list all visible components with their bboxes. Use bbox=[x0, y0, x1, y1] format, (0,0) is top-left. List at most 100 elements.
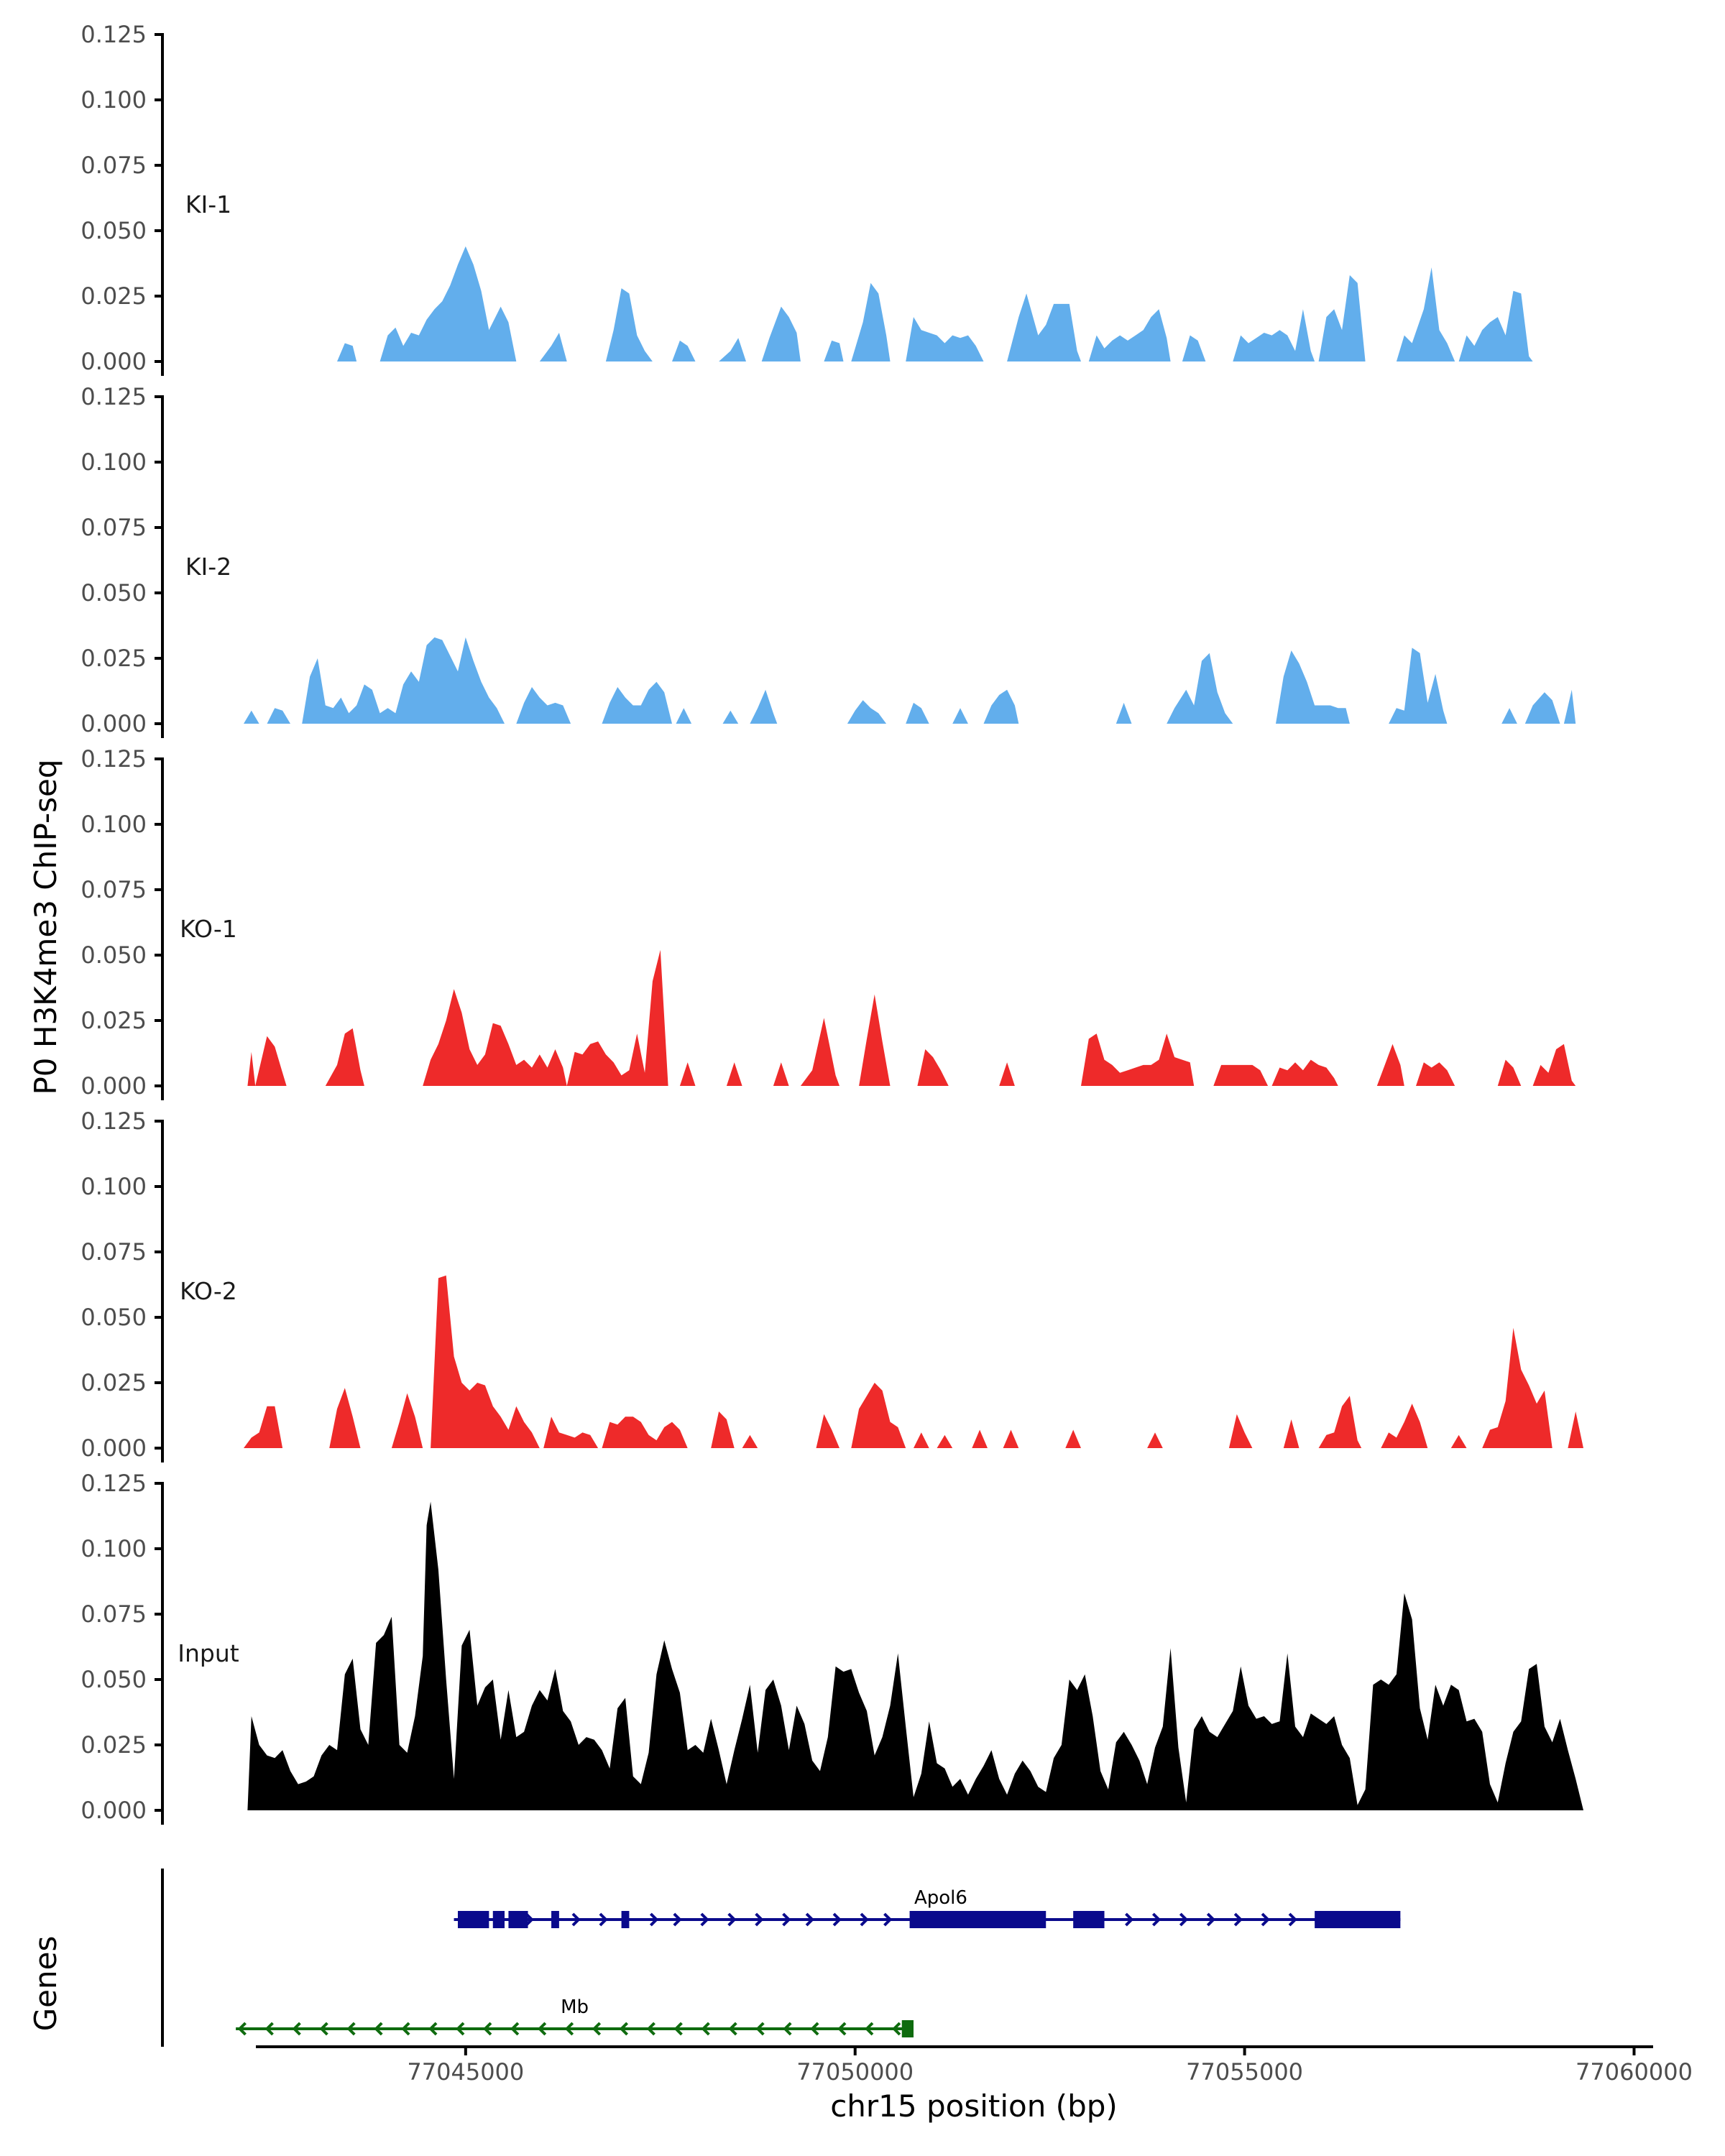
y-tick-label: 0.075 bbox=[80, 1600, 147, 1628]
strand-arrow bbox=[237, 2022, 247, 2036]
strand-arrow bbox=[860, 1912, 869, 1927]
exon bbox=[457, 1911, 489, 1928]
strand-arrow bbox=[700, 1912, 709, 1927]
strand-arrow bbox=[401, 2022, 410, 2036]
track-ko-1: 0.125 0.100 0.075 0.050 0.025 0.000 KO-1 bbox=[80, 745, 1576, 1100]
gene-mb: Mb bbox=[236, 1996, 914, 2037]
genes-axis-title: Genes bbox=[28, 1936, 63, 2032]
strand-arrow bbox=[510, 2022, 520, 2036]
y-tick-label: 0.050 bbox=[80, 941, 147, 969]
strand-arrow bbox=[832, 1912, 842, 1927]
strand-arrow bbox=[646, 2022, 656, 2036]
strand-arrow bbox=[483, 2022, 492, 2036]
gene-apol6: Apol6 bbox=[454, 1887, 1401, 1928]
strand-arrow bbox=[592, 2022, 602, 2036]
y-axis-title: P0 H3K4me3 ChIP-seq bbox=[28, 759, 63, 1095]
strand-arrow bbox=[727, 1912, 737, 1927]
strand-arrow bbox=[292, 2022, 301, 2036]
y-tick-label: 0.050 bbox=[80, 1666, 147, 1693]
strand-arrow bbox=[537, 2022, 547, 2036]
exon bbox=[901, 2020, 914, 2037]
exon bbox=[1315, 1911, 1401, 1928]
y-tick-label: 0.000 bbox=[80, 348, 147, 375]
strand-arrow bbox=[428, 2022, 438, 2036]
strand-arrow bbox=[374, 2022, 383, 2036]
strand-arrow bbox=[1151, 1912, 1162, 1927]
y-tick-label: 0.050 bbox=[80, 217, 147, 244]
strand-arrow bbox=[837, 2022, 847, 2036]
y-tick-label: 0.125 bbox=[80, 1470, 147, 1497]
strand-arrow bbox=[865, 2022, 874, 2036]
exon bbox=[909, 1911, 1046, 1928]
x-axis-title: chr15 position (bp) bbox=[830, 2088, 1118, 2124]
x-tick-label: 77060000 bbox=[1576, 2058, 1693, 2086]
strand-arrow bbox=[1261, 1912, 1270, 1927]
x-tick-label: 77055000 bbox=[1186, 2058, 1303, 2086]
strand-arrow bbox=[673, 1912, 682, 1927]
y-tick-label: 0.050 bbox=[80, 1304, 147, 1331]
strand-arrow bbox=[810, 2022, 819, 2036]
y-tick-label: 0.050 bbox=[80, 579, 147, 607]
strand-arrow bbox=[564, 2022, 574, 2036]
strand-arrow bbox=[619, 2022, 629, 2036]
y-tick-label: 0.025 bbox=[80, 1369, 147, 1396]
track-label: KO-2 bbox=[180, 1277, 237, 1305]
exon bbox=[508, 1911, 528, 1928]
y-tick-label: 0.075 bbox=[80, 152, 147, 179]
exon bbox=[1073, 1911, 1105, 1928]
track-label: KI-1 bbox=[185, 190, 231, 218]
y-tick-label: 0.025 bbox=[80, 645, 147, 672]
strand-arrow bbox=[1233, 1912, 1243, 1927]
y-tick-label: 0.025 bbox=[80, 282, 147, 310]
strand-arrow bbox=[456, 2022, 465, 2036]
y-tick-label: 0.125 bbox=[80, 745, 147, 773]
tracks-layer: 0.1250.1000.0750.0500.0250.000KI-10.1250… bbox=[80, 21, 1583, 1825]
strand-arrow bbox=[346, 2022, 356, 2036]
strand-arrow bbox=[755, 1912, 764, 1927]
strand-arrow bbox=[701, 2022, 710, 2036]
track-ki-1: 0.125 0.100 0.075 0.050 0.025 0.000 KI-1 bbox=[80, 21, 1533, 376]
y-tick-label: 0.100 bbox=[80, 86, 147, 114]
strand-arrow bbox=[319, 2022, 328, 2036]
exon bbox=[492, 1911, 505, 1928]
coverage-area bbox=[337, 246, 1533, 361]
y-tick-label: 0.100 bbox=[80, 1173, 147, 1200]
y-tick-label: 0.075 bbox=[80, 876, 147, 903]
track-label: KO-1 bbox=[180, 915, 237, 943]
coverage-area bbox=[247, 949, 1576, 1086]
strand-arrow bbox=[883, 1912, 893, 1927]
strand-arrow bbox=[571, 1912, 581, 1927]
x-tick-label: 77045000 bbox=[407, 2058, 524, 2086]
y-tick-label: 0.025 bbox=[80, 1007, 147, 1034]
y-tick-label: 0.100 bbox=[80, 811, 147, 838]
strand-arrow bbox=[1206, 1912, 1216, 1927]
track-ki-2: 0.125 0.100 0.075 0.050 0.025 0.000 KI-2 bbox=[80, 383, 1576, 738]
gene-label: Apol6 bbox=[914, 1887, 967, 1909]
coverage-area bbox=[244, 637, 1576, 724]
strand-arrow bbox=[892, 2022, 901, 2036]
y-tick-label: 0.025 bbox=[80, 1731, 147, 1759]
strand-arrow bbox=[599, 1912, 608, 1927]
exon bbox=[621, 1911, 630, 1928]
strand-arrow bbox=[1288, 1912, 1297, 1927]
y-tick-label: 0.000 bbox=[80, 1072, 147, 1100]
y-tick-label: 0.100 bbox=[80, 1535, 147, 1562]
y-tick-label: 0.075 bbox=[80, 514, 147, 541]
track-label: KI-2 bbox=[185, 553, 231, 581]
strand-arrow bbox=[649, 1912, 659, 1927]
track-ko-2: 0.125 0.100 0.075 0.050 0.025 0.000 KO-2 bbox=[80, 1107, 1583, 1462]
x-axis: 77045000 77050000 77055000 77060000 bbox=[256, 2045, 1693, 2086]
genes-layer: Apol6 Mb bbox=[161, 1869, 1401, 2047]
y-tick-label: 0.000 bbox=[80, 1434, 147, 1462]
strand-arrow bbox=[728, 2022, 737, 2036]
y-tick-label: 0.100 bbox=[80, 448, 147, 476]
strand-arrow bbox=[673, 2022, 683, 2036]
y-tick-label: 0.000 bbox=[80, 1797, 147, 1824]
y-tick-label: 0.075 bbox=[80, 1238, 147, 1266]
strand-arrow bbox=[783, 2022, 792, 2036]
coverage-area bbox=[247, 1501, 1583, 1810]
strand-arrow bbox=[264, 2022, 274, 2036]
track-label: Input bbox=[178, 1639, 239, 1667]
y-tick-label: 0.125 bbox=[80, 383, 147, 410]
